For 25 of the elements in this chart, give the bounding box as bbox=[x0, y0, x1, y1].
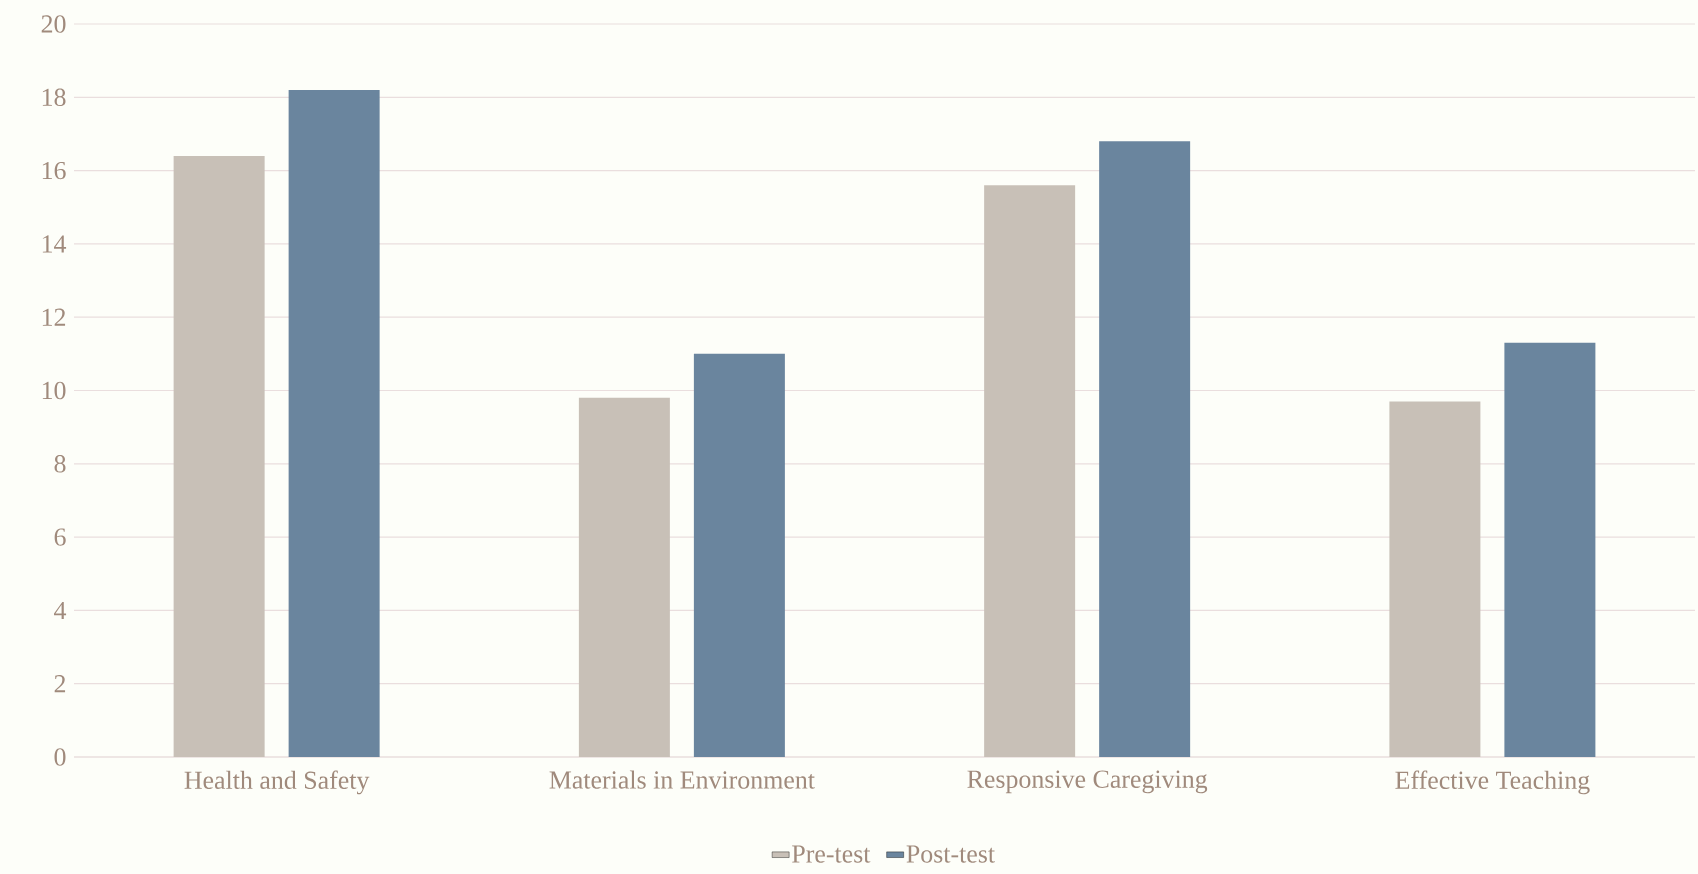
y-tick-label: 2 bbox=[54, 675, 66, 693]
bar bbox=[1504, 342, 1596, 757]
y-tick-label: 18 bbox=[42, 88, 66, 107]
y-tick-label: 12 bbox=[42, 308, 66, 326]
bar bbox=[1099, 141, 1191, 757]
legend-label: Pre-test bbox=[792, 845, 871, 863]
y-tick-label: 14 bbox=[42, 235, 67, 253]
y-tick-label: 16 bbox=[42, 161, 66, 180]
x-tick-label: Responsive Caregiving bbox=[967, 770, 1208, 794]
y-tick-label: 20 bbox=[41, 15, 66, 33]
y-tick-label: 10 bbox=[42, 381, 66, 400]
y-tick-label: 8 bbox=[54, 455, 66, 473]
legend-label: Post-test bbox=[906, 845, 995, 863]
x-tick-label: Materials in Environment bbox=[549, 770, 815, 789]
bar bbox=[693, 353, 785, 757]
y-tick-label: 0 bbox=[54, 748, 66, 766]
bar bbox=[288, 89, 380, 757]
x-tick-label: Effective Teaching bbox=[1395, 770, 1590, 795]
x-tick-label: Health and Safety bbox=[184, 770, 370, 795]
bar bbox=[984, 185, 1076, 757]
bar bbox=[578, 397, 670, 757]
y-tick-label: 4 bbox=[54, 601, 67, 619]
bar bbox=[1389, 401, 1481, 757]
y-tick-label: 6 bbox=[54, 528, 66, 546]
bar bbox=[173, 155, 265, 757]
